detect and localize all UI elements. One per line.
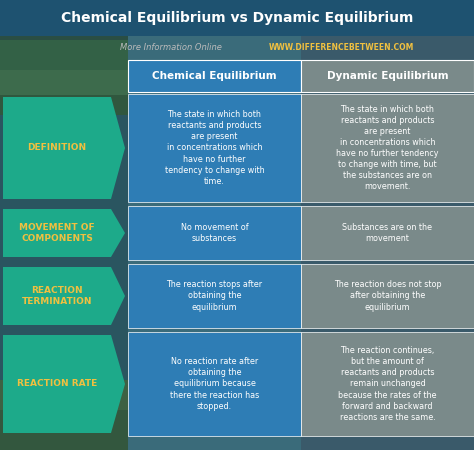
Bar bbox=[301, 60, 474, 92]
Text: Chemical Equilibrium vs Dynamic Equilibrium: Chemical Equilibrium vs Dynamic Equilibr… bbox=[61, 11, 413, 25]
Text: WWW.DIFFERENCEBETWEEN.COM: WWW.DIFFERENCEBETWEEN.COM bbox=[269, 44, 414, 53]
Text: The reaction continues,
but the amount of
reactants and products
remain unchange: The reaction continues, but the amount o… bbox=[338, 346, 437, 422]
Text: DEFINITION: DEFINITION bbox=[27, 144, 87, 153]
Bar bbox=[301, 206, 474, 260]
Polygon shape bbox=[3, 209, 125, 257]
Text: The state in which both
reactants and products
are present
in concentrations whi: The state in which both reactants and pr… bbox=[164, 110, 264, 186]
Text: Chemical Equilibrium: Chemical Equilibrium bbox=[152, 71, 277, 81]
Text: No movement of
substances: No movement of substances bbox=[181, 223, 248, 243]
Bar bbox=[0, 380, 128, 410]
Text: More Information Online: More Information Online bbox=[120, 44, 221, 53]
Bar bbox=[128, 94, 301, 202]
Bar bbox=[128, 60, 301, 92]
Text: Dynamic Equilibrium: Dynamic Equilibrium bbox=[327, 71, 448, 81]
Bar bbox=[0, 0, 128, 40]
Text: The reaction stops after
obtaining the
equilibrium: The reaction stops after obtaining the e… bbox=[166, 280, 263, 311]
Text: No reaction rate after
obtaining the
equilibrium because
there the reaction has
: No reaction rate after obtaining the equ… bbox=[170, 357, 259, 411]
Bar bbox=[0, 40, 128, 70]
Text: MOVEMENT OF
COMPONENTS: MOVEMENT OF COMPONENTS bbox=[19, 223, 95, 243]
Text: Substances are on the
movement: Substances are on the movement bbox=[343, 223, 432, 243]
Text: REACTION RATE: REACTION RATE bbox=[17, 379, 97, 388]
Bar bbox=[0, 410, 128, 450]
Polygon shape bbox=[3, 267, 125, 325]
Bar bbox=[0, 95, 128, 115]
Bar bbox=[0, 70, 128, 95]
Bar bbox=[128, 264, 301, 328]
Bar bbox=[0, 0, 474, 36]
Polygon shape bbox=[3, 335, 125, 433]
Polygon shape bbox=[3, 97, 125, 199]
Bar bbox=[128, 206, 301, 260]
Text: REACTION
TERMINATION: REACTION TERMINATION bbox=[22, 286, 92, 306]
Bar bbox=[301, 94, 474, 202]
Bar bbox=[0, 0, 128, 450]
Text: The reaction does not stop
after obtaining the
equilibrium: The reaction does not stop after obtaini… bbox=[334, 280, 441, 311]
Bar bbox=[301, 332, 474, 436]
Bar bbox=[128, 332, 301, 436]
Text: The state in which both
reactants and products
are present
in concentrations whi: The state in which both reactants and pr… bbox=[336, 105, 439, 191]
Bar bbox=[301, 0, 474, 450]
Bar bbox=[301, 264, 474, 328]
